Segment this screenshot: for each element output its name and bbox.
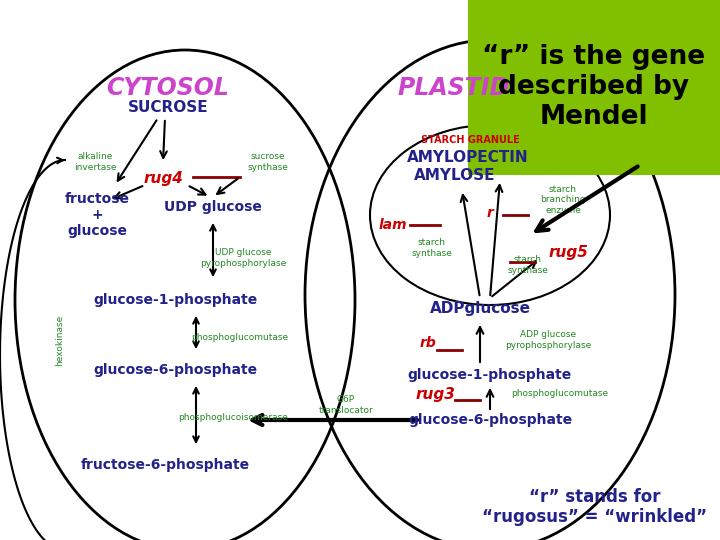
- Bar: [468, 0, 720, 175]
- Text: rb: rb: [420, 336, 436, 350]
- Text: ADP glucose
pyrophosphorylase: ADP glucose pyrophosphorylase: [505, 330, 591, 350]
- Text: AMYLOSE: AMYLOSE: [414, 167, 496, 183]
- Text: alkaline
invertase: alkaline invertase: [73, 152, 116, 172]
- Text: G6P
translocator: G6P translocator: [319, 395, 374, 415]
- Text: phosphoglucomutase: phosphoglucomutase: [192, 333, 289, 341]
- Text: sucrose
synthase: sucrose synthase: [248, 152, 289, 172]
- Text: fructose-6-phosphate: fructose-6-phosphate: [81, 458, 250, 472]
- Text: rug4: rug4: [143, 171, 183, 186]
- Text: AMYLOPECTIN: AMYLOPECTIN: [408, 151, 528, 165]
- Text: UDP glucose
pyrophosphorylase: UDP glucose pyrophosphorylase: [200, 248, 286, 268]
- Text: “rugosus” = “wrinkled”: “rugosus” = “wrinkled”: [482, 508, 708, 526]
- Text: UDP glucose: UDP glucose: [164, 200, 262, 214]
- Text: SUCROSE: SUCROSE: [127, 100, 208, 116]
- Text: glucose-1-phosphate: glucose-1-phosphate: [408, 368, 572, 382]
- Text: fructose
+
glucose: fructose + glucose: [65, 192, 130, 238]
- Text: phosphoglucomutase: phosphoglucomutase: [511, 388, 608, 397]
- Text: “r” stands for: “r” stands for: [529, 488, 661, 506]
- Text: starch
branching
enzyme: starch branching enzyme: [540, 185, 586, 215]
- Text: starch
synthase: starch synthase: [412, 238, 452, 258]
- Text: lam: lam: [379, 218, 408, 232]
- Text: STARCH GRANULE: STARCH GRANULE: [420, 135, 519, 145]
- Text: “r” is the gene
described by
Mendel: “r” is the gene described by Mendel: [482, 44, 706, 131]
- Text: ADPglucose: ADPglucose: [430, 300, 531, 315]
- Text: CYTOSOL: CYTOSOL: [107, 76, 230, 100]
- Text: hexokinase: hexokinase: [55, 314, 65, 366]
- Text: starch
synthase: starch synthase: [508, 255, 549, 275]
- Text: glucose-1-phosphate: glucose-1-phosphate: [93, 293, 257, 307]
- Text: r: r: [487, 206, 493, 220]
- Text: glucose-6-phosphate: glucose-6-phosphate: [93, 363, 257, 377]
- Text: rug5: rug5: [548, 245, 588, 260]
- Text: rug3: rug3: [415, 388, 455, 402]
- Text: glucose-6-phosphate: glucose-6-phosphate: [408, 413, 572, 427]
- Text: phosphoglucoisomerase: phosphoglucoisomerase: [178, 414, 288, 422]
- Text: PLASTID: PLASTID: [398, 76, 510, 100]
